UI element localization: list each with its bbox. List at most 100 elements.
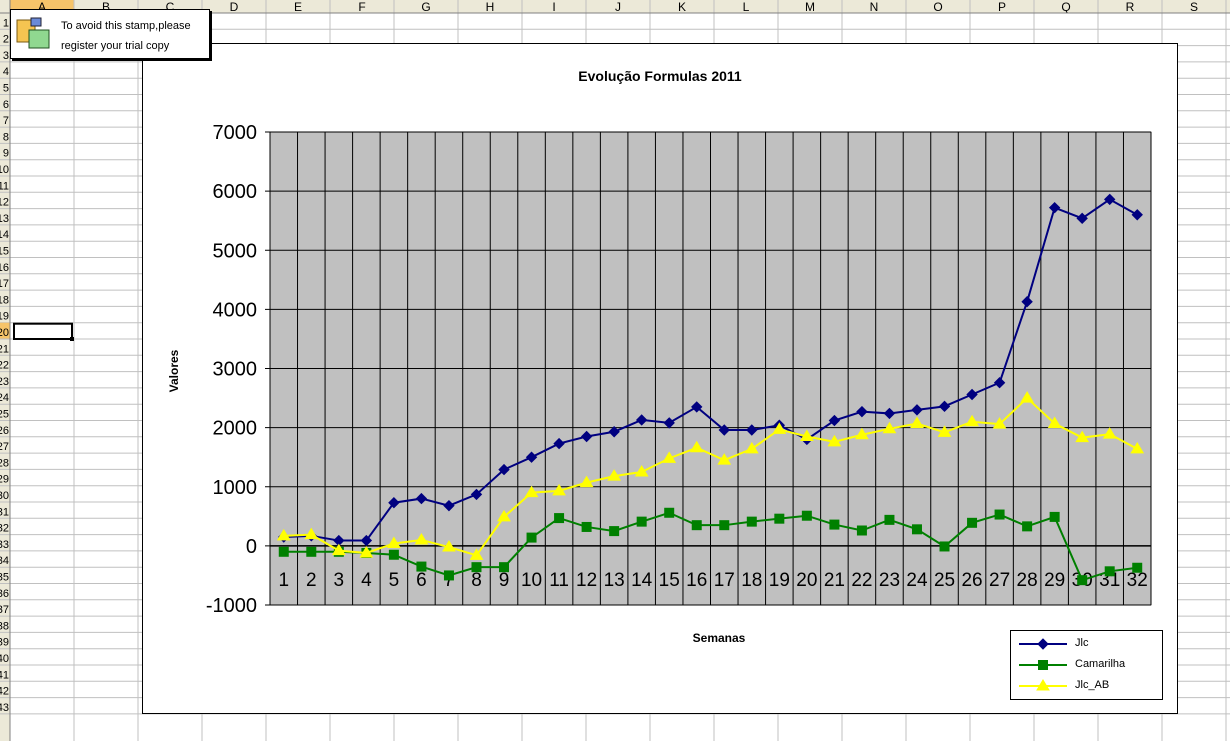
data-point-camarilha — [609, 526, 620, 537]
line-chart[interactable]: Evolução Formulas 2011 Semanas Valores 7… — [143, 44, 1177, 713]
data-point-camarilha — [416, 561, 427, 572]
data-point-jlc — [746, 424, 758, 436]
legend-key-camarilha — [1019, 660, 1067, 670]
y-tick-label: 3000 — [213, 359, 258, 381]
row-header-10[interactable]: 10 — [0, 164, 9, 176]
row-header-24[interactable]: 24 — [0, 392, 9, 404]
data-point-camarilha — [306, 546, 317, 557]
row-header-3[interactable]: 3 — [3, 50, 9, 62]
data-point-jlc-ab — [937, 425, 952, 437]
row-header-13[interactable]: 13 — [0, 213, 9, 225]
legend-item-jlc[interactable]: Jlc — [1011, 635, 1162, 653]
row-header-39[interactable]: 39 — [0, 637, 9, 649]
row-header-26[interactable]: 26 — [0, 425, 9, 437]
column-header-k[interactable]: K — [678, 0, 686, 14]
row-header-34[interactable]: 34 — [0, 555, 9, 567]
legend-item-camarilha[interactable]: Camarilha — [1011, 656, 1162, 674]
column-header-r[interactable]: R — [1126, 0, 1135, 14]
column-header-g[interactable]: G — [421, 0, 430, 14]
data-point-jlc — [938, 400, 951, 413]
row-header-20[interactable]: 20 — [0, 327, 9, 339]
row-header-37[interactable]: 37 — [0, 604, 9, 616]
row-header-6[interactable]: 6 — [3, 99, 9, 111]
data-point-camarilha — [856, 525, 867, 536]
row-header-18[interactable]: 18 — [0, 294, 9, 306]
row-header-35[interactable]: 35 — [0, 572, 9, 584]
legend-label-camarilha: Camarilha — [1075, 658, 1126, 670]
data-point-jlc-ab — [414, 532, 429, 545]
row-header-8[interactable]: 8 — [3, 131, 9, 143]
column-header-m[interactable]: M — [805, 0, 815, 14]
legend-item-jlc-ab[interactable]: Jlc_AB — [1011, 677, 1162, 695]
column-header-q[interactable]: Q — [1061, 0, 1070, 14]
row-header-31[interactable]: 31 — [0, 506, 9, 518]
row-header-30[interactable]: 30 — [0, 490, 9, 502]
x-tick-label: 9 — [499, 570, 510, 591]
data-point-jlc — [580, 430, 593, 443]
column-header-c[interactable]: C — [166, 0, 175, 14]
row-header-36[interactable]: 36 — [0, 588, 9, 600]
y-tick-label: 1000 — [213, 477, 258, 499]
data-point-jlc-ab — [469, 548, 484, 560]
chart-legend[interactable]: Jlc Camarilha Jlc_AB — [1010, 630, 1163, 700]
data-point-jlc-ab — [387, 536, 401, 549]
row-header-14[interactable]: 14 — [0, 229, 9, 241]
column-header-b[interactable]: B — [102, 0, 110, 14]
data-point-jlc-ab — [662, 451, 677, 463]
data-point-jlc — [718, 424, 730, 436]
column-header-h[interactable]: H — [486, 0, 495, 14]
row-header-43[interactable]: 43 — [0, 702, 9, 714]
column-header-p[interactable]: P — [998, 0, 1006, 14]
column-header-e[interactable]: E — [294, 0, 302, 14]
row-header-11[interactable]: 11 — [0, 180, 9, 192]
row-header-29[interactable]: 29 — [0, 474, 9, 486]
selected-cell[interactable] — [13, 322, 73, 341]
data-point-jlc — [883, 407, 896, 420]
column-header-l[interactable]: L — [743, 0, 750, 14]
row-header-9[interactable]: 9 — [3, 148, 9, 160]
column-header-n[interactable]: N — [870, 0, 879, 14]
x-tick-label: 21 — [824, 570, 845, 591]
legend-label-jlc: Jlc — [1075, 637, 1089, 649]
data-point-jlc-ab — [552, 483, 566, 496]
data-point-jlc-ab — [827, 434, 842, 447]
row-header-16[interactable]: 16 — [0, 262, 9, 274]
x-tick-label: 19 — [769, 570, 790, 591]
row-header-21[interactable]: 21 — [0, 343, 9, 355]
row-header-38[interactable]: 38 — [0, 620, 9, 632]
row-header-1[interactable]: 1 — [3, 17, 9, 29]
row-header-22[interactable]: 22 — [0, 360, 9, 372]
data-point-jlc-ab — [965, 414, 979, 427]
column-header-f[interactable]: F — [358, 0, 365, 14]
row-header-12[interactable]: 12 — [0, 197, 9, 209]
data-point-camarilha — [746, 516, 757, 527]
row-header-4[interactable]: 4 — [3, 66, 9, 78]
data-point-jlc-ab — [744, 441, 759, 454]
column-header-s[interactable]: S — [1190, 0, 1198, 14]
column-header-j[interactable]: J — [615, 0, 621, 14]
row-header-5[interactable]: 5 — [3, 83, 9, 95]
row-header-19[interactable]: 19 — [0, 311, 9, 323]
column-header-a[interactable]: A — [38, 0, 46, 14]
row-header-27[interactable]: 27 — [0, 441, 9, 453]
row-header-15[interactable]: 15 — [0, 246, 9, 258]
row-header-40[interactable]: 40 — [0, 653, 9, 665]
column-header-d[interactable]: D — [230, 0, 239, 14]
row-header-41[interactable]: 41 — [0, 669, 9, 681]
y-tick-label: 5000 — [213, 240, 258, 262]
row-header-33[interactable]: 33 — [0, 539, 9, 551]
chart-area[interactable]: Evolução Formulas 2011 Semanas Valores 7… — [142, 43, 1178, 714]
row-header-23[interactable]: 23 — [0, 376, 9, 388]
row-header-7[interactable]: 7 — [3, 115, 9, 127]
data-point-camarilha — [774, 513, 785, 524]
stamp-logo-icon — [16, 17, 50, 49]
row-header-28[interactable]: 28 — [0, 457, 9, 469]
row-header-17[interactable]: 17 — [0, 278, 9, 290]
column-header-i[interactable]: I — [552, 0, 555, 14]
row-header-25[interactable]: 25 — [0, 409, 9, 421]
row-header-2[interactable]: 2 — [3, 34, 9, 46]
row-header-42[interactable]: 42 — [0, 686, 9, 698]
legend-key-jlc-ab — [1019, 679, 1067, 691]
row-header-32[interactable]: 32 — [0, 523, 9, 535]
column-header-o[interactable]: O — [933, 0, 942, 14]
